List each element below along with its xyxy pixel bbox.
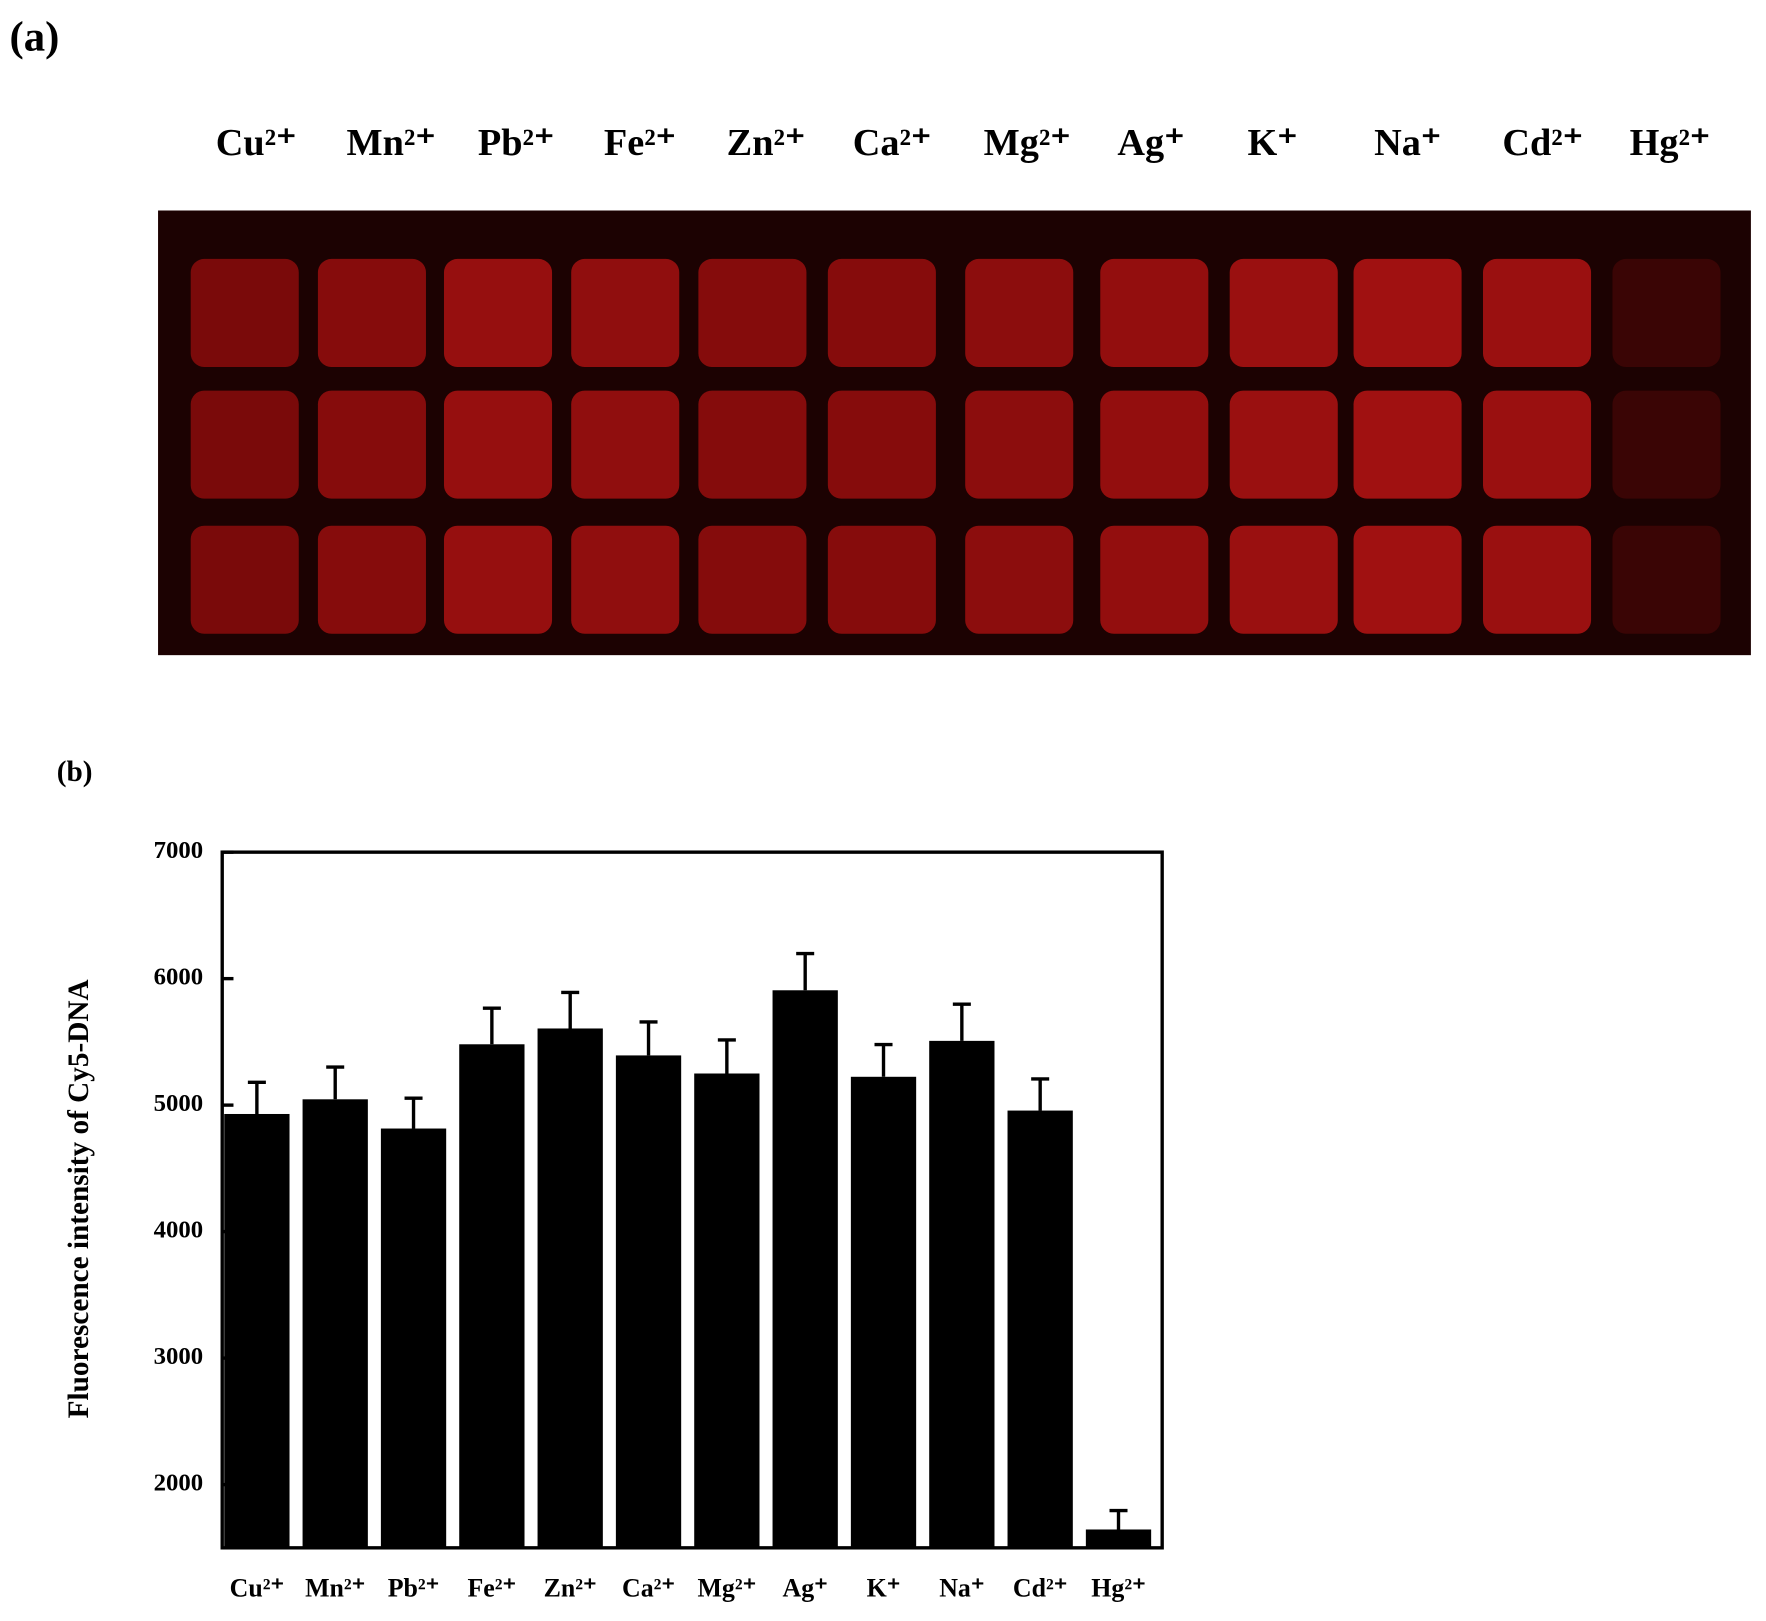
error-bar	[717, 1038, 736, 1074]
x-tick-label: Zn²⁺	[544, 1574, 597, 1603]
spot	[190, 390, 299, 499]
spot	[190, 258, 299, 367]
error-bar	[1109, 1508, 1128, 1530]
error-bar	[952, 1002, 971, 1041]
bar	[224, 1113, 290, 1548]
ion-label: Pb²⁺	[478, 122, 554, 164]
ion-label: Mg²⁺	[984, 122, 1071, 164]
spot	[571, 258, 680, 367]
x-tick-label: Na⁺	[939, 1574, 984, 1603]
spot	[965, 258, 1074, 367]
bar	[459, 1044, 525, 1548]
ion-label: Zn²⁺	[727, 122, 805, 164]
ion-label: Ca²⁺	[853, 122, 931, 164]
spot	[1353, 258, 1462, 367]
spot	[1353, 525, 1462, 634]
panel-label: (b)	[57, 756, 93, 788]
ion-label: Mn²⁺	[347, 122, 436, 164]
y-tick-label: 3000	[154, 1343, 204, 1370]
spot	[1612, 258, 1721, 367]
error-bar	[404, 1096, 423, 1129]
spot	[698, 390, 807, 499]
bar	[694, 1073, 760, 1548]
x-tick-label: Mg²⁺	[697, 1574, 756, 1603]
x-tick-label: Mn²⁺	[305, 1574, 365, 1603]
spot	[571, 390, 680, 499]
spot	[827, 258, 936, 367]
y-tick-label: 6000	[154, 963, 204, 990]
error-bar	[482, 1006, 501, 1045]
ion-label: Hg²⁺	[1630, 122, 1711, 164]
ion-label: Cd²⁺	[1502, 122, 1583, 164]
bar	[302, 1099, 368, 1548]
spot	[965, 390, 1074, 499]
error-bar	[874, 1042, 893, 1077]
spot	[965, 525, 1074, 634]
bar	[537, 1028, 603, 1548]
spot	[827, 390, 936, 499]
spot	[317, 258, 426, 367]
error-bar	[561, 990, 580, 1029]
spot	[317, 525, 426, 634]
bar	[929, 1040, 995, 1548]
bar	[615, 1055, 682, 1548]
spot	[443, 525, 553, 634]
y-axis-label: Fluorescence intensity of Cy5-DNA	[63, 979, 95, 1418]
spot	[190, 525, 299, 634]
spot	[698, 525, 807, 634]
spot	[1100, 258, 1209, 367]
x-tick-label: Ca²⁺	[622, 1574, 675, 1603]
spot	[827, 525, 936, 634]
plot-frame	[220, 850, 1164, 1550]
panel-label: (a)	[9, 13, 59, 60]
y-tick-label: 7000	[154, 837, 204, 864]
x-tick-label: Cd²⁺	[1013, 1574, 1067, 1603]
spot	[1482, 390, 1592, 499]
y-tick-label: 5000	[154, 1090, 204, 1117]
spot	[1100, 390, 1209, 499]
x-tick-label: Cu²⁺	[230, 1574, 285, 1603]
ion-label: Na⁺	[1374, 122, 1441, 164]
spot	[1100, 525, 1209, 634]
spot	[571, 525, 680, 634]
bar	[772, 990, 838, 1548]
y-tick-label: 4000	[154, 1216, 204, 1243]
x-tick-label: Ag⁺	[783, 1574, 828, 1603]
spot	[1612, 390, 1721, 499]
spot	[317, 390, 426, 499]
ion-label: K⁺	[1248, 122, 1298, 164]
error-bar	[796, 951, 815, 991]
x-tick-label: Hg²⁺	[1091, 1574, 1145, 1603]
y-tick-label: 2000	[154, 1469, 204, 1496]
ion-label: Cu²⁺	[216, 122, 297, 164]
error-bar	[639, 1020, 658, 1056]
bar	[380, 1128, 447, 1548]
spot	[1353, 390, 1462, 499]
x-tick-label: Fe²⁺	[468, 1574, 517, 1603]
spot	[443, 258, 553, 367]
spot	[1482, 258, 1592, 367]
x-tick-label: Pb²⁺	[388, 1574, 440, 1603]
spot	[1612, 525, 1721, 634]
spot	[1229, 525, 1338, 634]
spot	[698, 258, 807, 367]
spot	[1229, 258, 1338, 367]
bar	[850, 1076, 917, 1548]
ion-label: Ag⁺	[1117, 122, 1184, 164]
error-bar	[326, 1065, 345, 1100]
spot	[1229, 390, 1338, 499]
spot	[1482, 525, 1592, 634]
x-tick-label: K⁺	[867, 1574, 901, 1603]
error-bar	[1031, 1077, 1050, 1111]
bar	[1007, 1110, 1073, 1548]
bar	[1085, 1529, 1152, 1548]
ion-label: Fe²⁺	[604, 122, 676, 164]
spot	[443, 390, 553, 499]
error-bar	[247, 1080, 266, 1114]
